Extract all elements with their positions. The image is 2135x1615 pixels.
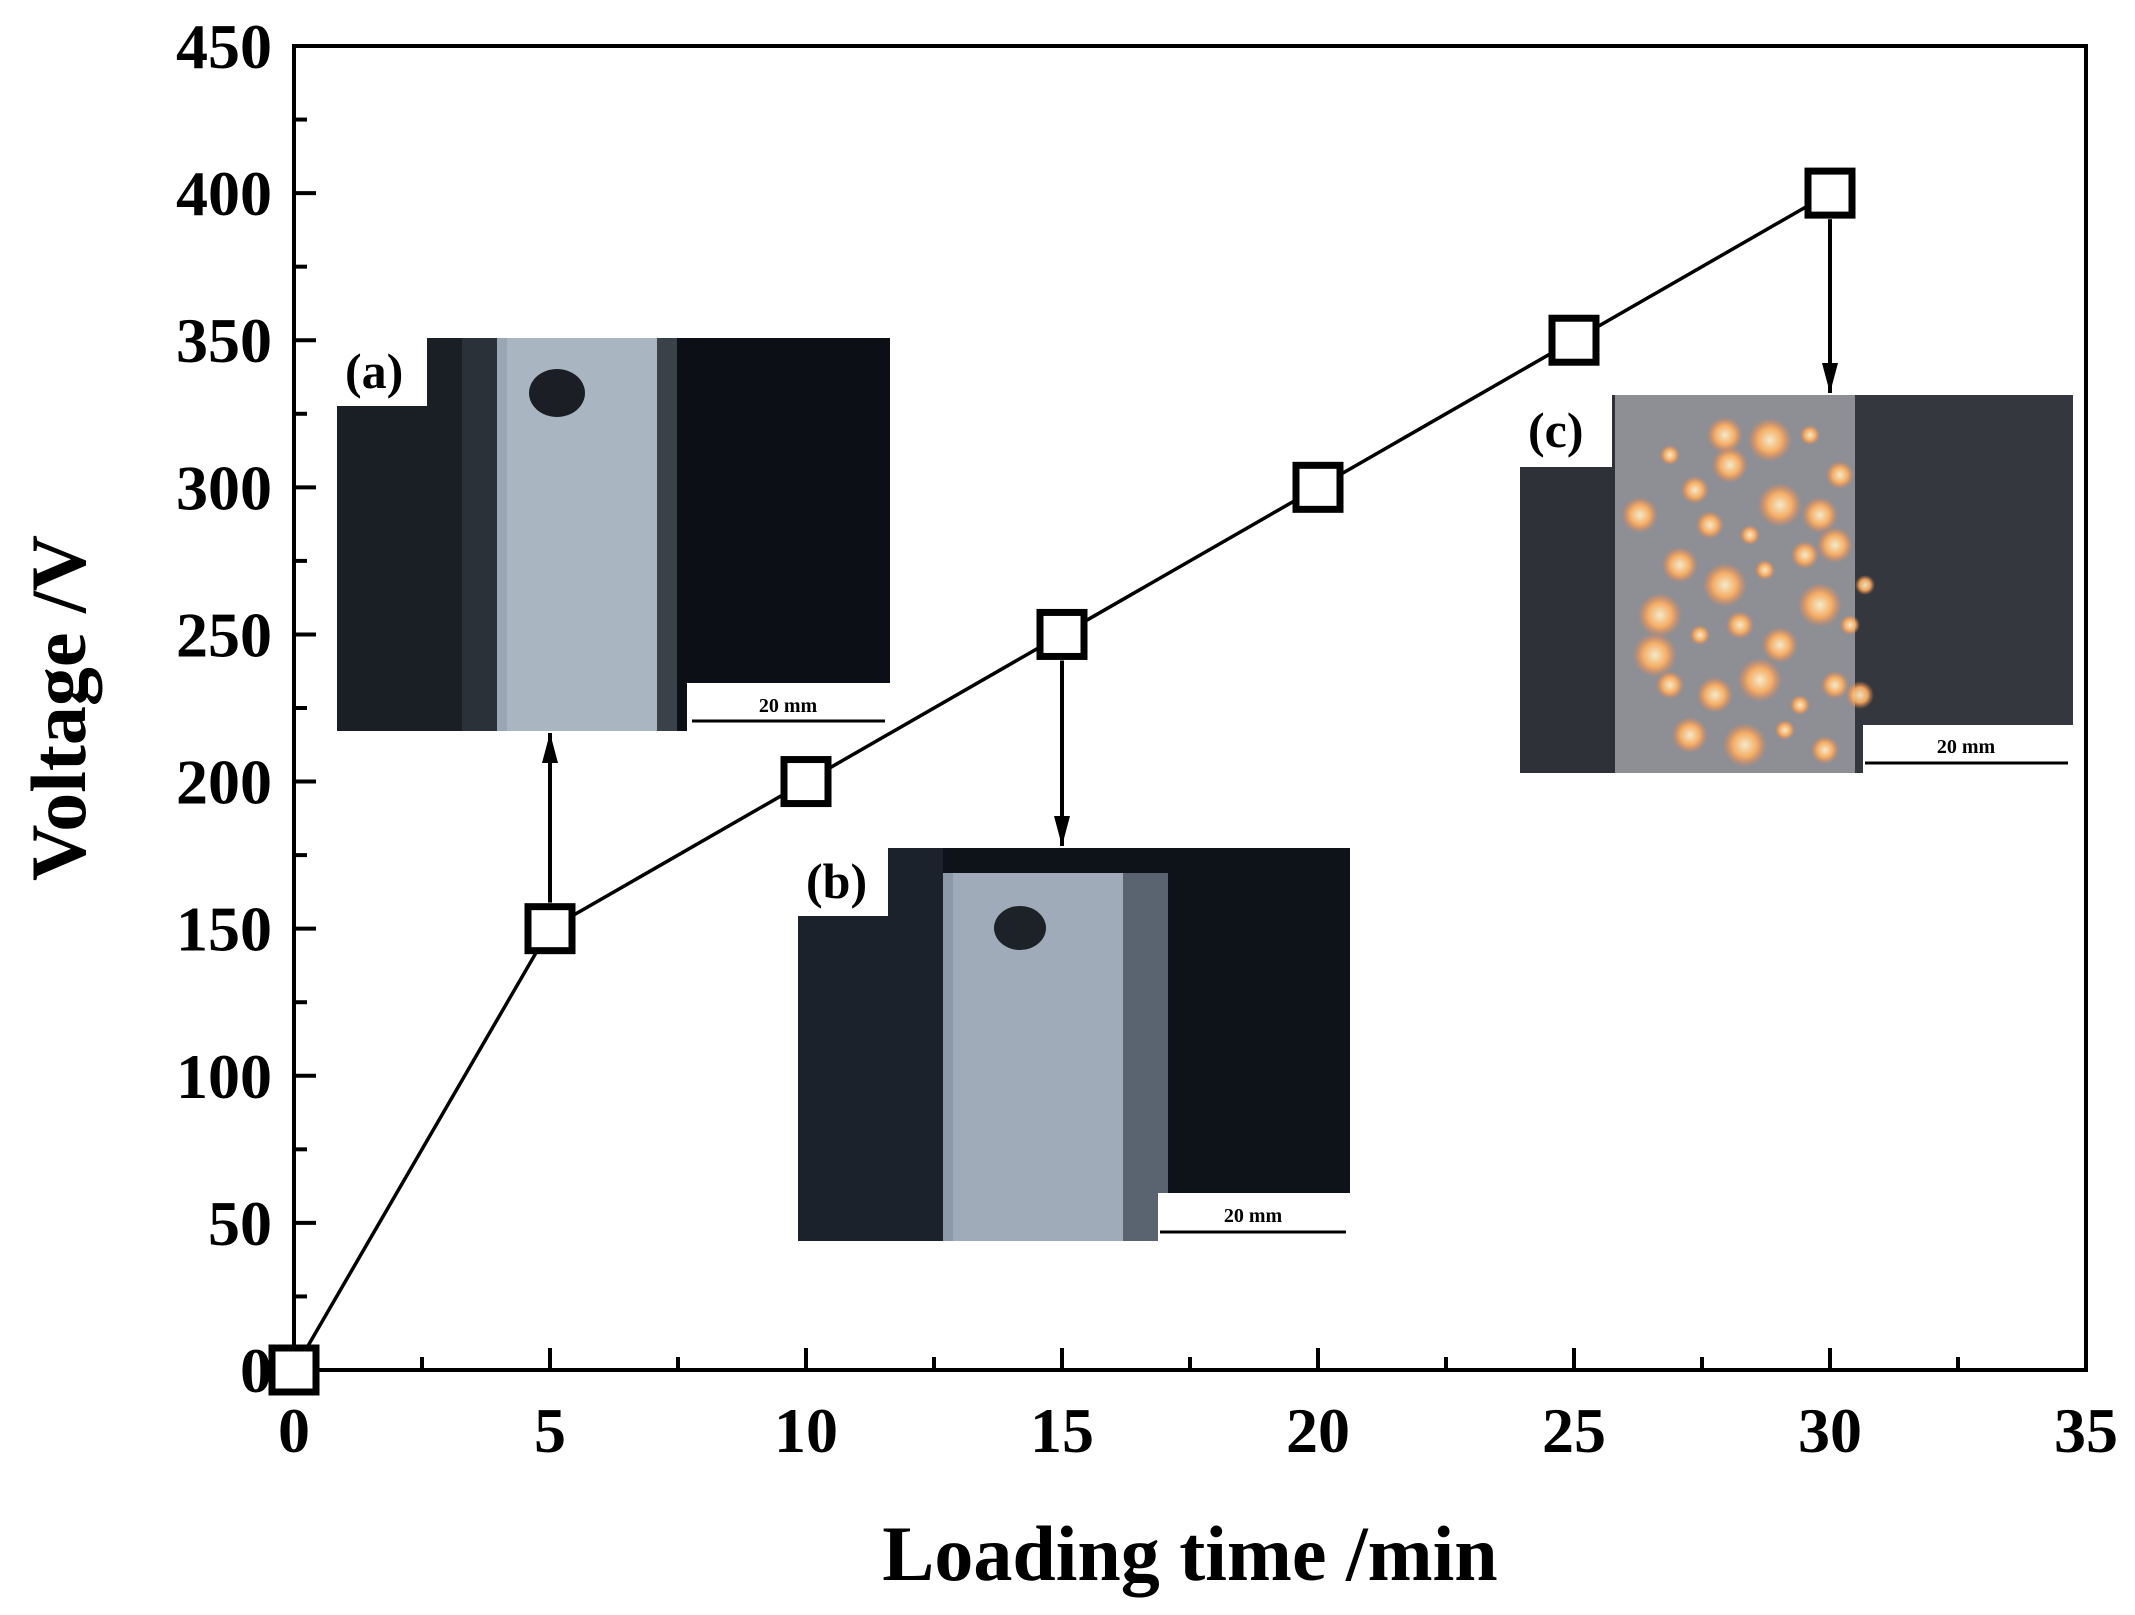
spark bbox=[1712, 447, 1748, 483]
data-point bbox=[780, 756, 832, 808]
spark bbox=[1726, 611, 1754, 639]
spark bbox=[1800, 425, 1820, 445]
spark-cluster bbox=[1622, 417, 1875, 767]
data-point bbox=[1036, 608, 1088, 660]
spark bbox=[1821, 671, 1849, 699]
spark bbox=[1740, 525, 1760, 545]
axis-ticks bbox=[292, 44, 2088, 1372]
x-tick-label: 0 bbox=[278, 1395, 310, 1466]
inset-photo-b: (b) 20 mm bbox=[798, 848, 1350, 1241]
spark bbox=[1707, 417, 1743, 453]
spark bbox=[1697, 677, 1733, 713]
inset-c-scale-label: 20 mm bbox=[1937, 736, 1996, 758]
spark bbox=[1758, 483, 1802, 527]
data-point bbox=[1548, 314, 1600, 366]
y-tick-label: 450 bbox=[176, 11, 272, 82]
data-point bbox=[1804, 167, 1856, 219]
spark bbox=[1855, 575, 1875, 595]
inset-b-scale-label: 20 mm bbox=[1224, 1205, 1283, 1227]
spark bbox=[1656, 671, 1684, 699]
spark bbox=[1660, 445, 1680, 465]
y-tick-label: 200 bbox=[176, 747, 272, 818]
spark bbox=[1672, 717, 1708, 753]
x-tick-label: 35 bbox=[2054, 1395, 2118, 1466]
y-tick-label: 150 bbox=[176, 894, 272, 965]
y-axis-title: Voltage /V bbox=[15, 535, 102, 881]
x-tick-label: 10 bbox=[774, 1395, 838, 1466]
spark bbox=[1840, 615, 1860, 635]
spark bbox=[1846, 681, 1874, 709]
spark bbox=[1762, 627, 1798, 663]
spark bbox=[1681, 476, 1709, 504]
pointer-arrow-head bbox=[1822, 363, 1838, 393]
data-point bbox=[524, 903, 576, 955]
inset-a-scale-label: 20 mm bbox=[759, 695, 818, 717]
y-tick-label: 50 bbox=[208, 1188, 272, 1259]
data-point bbox=[268, 1344, 320, 1396]
y-tick-label: 250 bbox=[176, 599, 272, 670]
series-layer bbox=[268, 167, 1856, 1396]
spark bbox=[1662, 547, 1698, 583]
spark bbox=[1826, 461, 1854, 489]
y-tick-label: 0 bbox=[240, 1335, 272, 1406]
spark bbox=[1703, 563, 1747, 607]
x-tick-label: 15 bbox=[1030, 1395, 1094, 1466]
inset-a-tag: (a) bbox=[345, 343, 403, 399]
y-tick-label: 100 bbox=[176, 1041, 272, 1112]
spark bbox=[1622, 497, 1658, 533]
spark bbox=[1638, 593, 1682, 637]
spark bbox=[1738, 658, 1782, 702]
spark bbox=[1811, 736, 1839, 764]
spark bbox=[1798, 583, 1842, 627]
spark bbox=[1775, 720, 1795, 740]
x-tick-label: 5 bbox=[534, 1395, 566, 1466]
spark bbox=[1790, 695, 1810, 715]
x-axis-title: Loading time /min bbox=[882, 1510, 1497, 1597]
pointer-arrow-head bbox=[542, 733, 558, 763]
spark bbox=[1690, 625, 1710, 645]
spark bbox=[1755, 560, 1775, 580]
spark bbox=[1748, 418, 1792, 462]
inset-c-tag: (c) bbox=[1528, 402, 1584, 458]
spark bbox=[1633, 633, 1677, 677]
data-point bbox=[1292, 461, 1344, 513]
inset-photo-a: (a) 20 mm bbox=[337, 338, 890, 731]
x-tick-label: 30 bbox=[1798, 1395, 1862, 1466]
inset-pointer-arrows bbox=[542, 219, 1838, 903]
pointer-arrow-head bbox=[1054, 816, 1070, 846]
spark bbox=[1802, 497, 1838, 533]
x-tick-label: 25 bbox=[1542, 1395, 1606, 1466]
inset-b-tag: (b) bbox=[806, 853, 867, 909]
spark bbox=[1817, 527, 1853, 563]
spark bbox=[1723, 723, 1767, 767]
y-tick-label: 400 bbox=[176, 158, 272, 229]
tick-labels: 0 5 10 15 20 25 30 3505010015020025030035040045… bbox=[176, 11, 2118, 1466]
y-tick-label: 350 bbox=[176, 305, 272, 376]
y-tick-label: 300 bbox=[176, 452, 272, 523]
inset-photo-c: (c) 20 mm bbox=[1520, 395, 2073, 773]
spark bbox=[1791, 541, 1819, 569]
spark bbox=[1696, 511, 1724, 539]
x-tick-label: 20 bbox=[1286, 1395, 1350, 1466]
